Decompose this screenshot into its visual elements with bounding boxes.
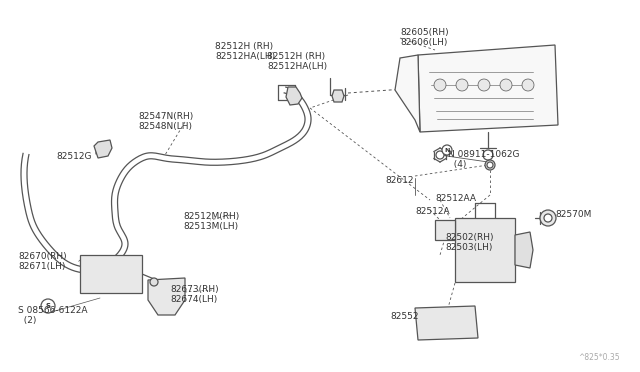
Circle shape — [485, 160, 495, 170]
Polygon shape — [286, 87, 302, 105]
Polygon shape — [395, 55, 420, 132]
Text: S: S — [45, 303, 51, 309]
Circle shape — [483, 150, 493, 160]
Text: 82605(RH): 82605(RH) — [400, 28, 449, 37]
Polygon shape — [455, 218, 515, 282]
Polygon shape — [148, 278, 185, 315]
Text: 82671(LH): 82671(LH) — [18, 262, 65, 271]
Text: (2): (2) — [18, 316, 36, 325]
Text: 82552: 82552 — [390, 312, 419, 321]
Text: (4): (4) — [448, 160, 467, 169]
Text: N: N — [444, 148, 450, 153]
Text: ^825*0.35: ^825*0.35 — [579, 353, 620, 362]
Circle shape — [500, 79, 512, 91]
Circle shape — [522, 79, 534, 91]
Text: 82606(LH): 82606(LH) — [400, 38, 447, 47]
Circle shape — [434, 79, 446, 91]
Text: 82512A: 82512A — [415, 207, 450, 216]
Text: 82512H (RH): 82512H (RH) — [267, 52, 325, 61]
Text: 82674(LH): 82674(LH) — [170, 295, 217, 304]
Text: 82512HA(LH): 82512HA(LH) — [215, 52, 275, 61]
Polygon shape — [435, 220, 455, 240]
Polygon shape — [94, 140, 112, 158]
Text: 82512G: 82512G — [56, 152, 92, 161]
Text: 82547N(RH): 82547N(RH) — [138, 112, 193, 121]
Circle shape — [41, 299, 55, 313]
Circle shape — [150, 278, 158, 286]
Text: 82548N(LH): 82548N(LH) — [138, 122, 192, 131]
Text: 82502(RH): 82502(RH) — [445, 233, 493, 242]
Circle shape — [436, 151, 444, 159]
Circle shape — [487, 162, 493, 168]
Text: 82612: 82612 — [385, 176, 413, 185]
Polygon shape — [332, 90, 344, 102]
Polygon shape — [515, 232, 533, 268]
Text: 82570M: 82570M — [555, 210, 591, 219]
Circle shape — [544, 214, 552, 222]
Circle shape — [442, 145, 452, 155]
Text: 82670(RH): 82670(RH) — [18, 252, 67, 261]
Circle shape — [478, 79, 490, 91]
Text: 82513M(LH): 82513M(LH) — [183, 222, 238, 231]
Circle shape — [540, 210, 556, 226]
Text: 82673(RH): 82673(RH) — [170, 285, 219, 294]
Polygon shape — [80, 255, 142, 293]
Circle shape — [456, 79, 468, 91]
Text: N 08911-1062G: N 08911-1062G — [448, 150, 520, 159]
Polygon shape — [418, 45, 558, 132]
Text: S 08566-6122A: S 08566-6122A — [18, 306, 88, 315]
Text: 82512HA(LH): 82512HA(LH) — [267, 62, 327, 71]
Text: 82512H (RH): 82512H (RH) — [215, 42, 273, 51]
Polygon shape — [415, 306, 478, 340]
Text: 82503(LH): 82503(LH) — [445, 243, 492, 252]
Text: 82512M(RH): 82512M(RH) — [183, 212, 239, 221]
Text: 82512AA: 82512AA — [435, 194, 476, 203]
